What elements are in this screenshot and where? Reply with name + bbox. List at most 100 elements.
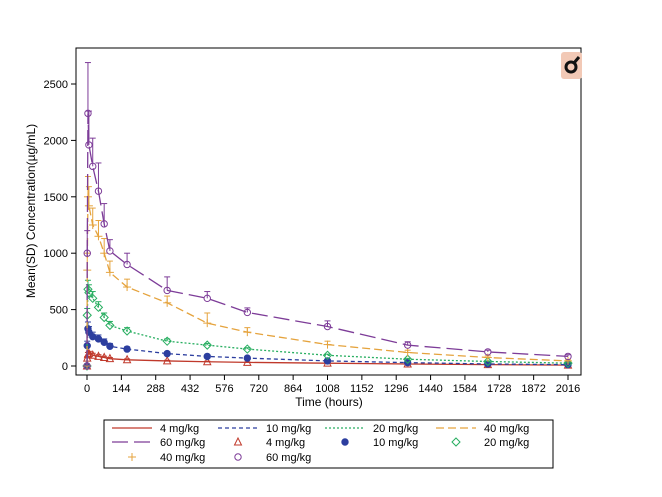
data-point: [94, 232, 103, 241]
legend-label: 10 mg/kg: [373, 437, 418, 449]
legend-item: 20 mg/kg: [325, 423, 418, 435]
series-60-mg-kg: [83, 62, 572, 370]
x-tick-label: 1008: [315, 383, 339, 395]
legend-label: 10 mg/kg: [266, 423, 311, 435]
data-point: [403, 348, 412, 357]
data-point: [85, 141, 93, 149]
legend-marker-swatch: [128, 453, 136, 461]
series-40-mg-kg: [83, 175, 572, 370]
data-point: [123, 345, 131, 353]
legend-item: 60 mg/kg: [234, 452, 311, 464]
data-point: [203, 319, 212, 328]
data-point: [99, 312, 109, 323]
legend-item: 10 mg/kg: [341, 437, 418, 449]
legend-label: 20 mg/kg: [484, 437, 529, 449]
legend-label: 20 mg/kg: [373, 423, 418, 435]
data-point: [163, 298, 172, 307]
data-point: [105, 353, 115, 363]
x-axis-title: Time (hours): [295, 395, 363, 409]
data-point: [100, 338, 108, 347]
data-point: [484, 348, 492, 356]
data-point: [323, 340, 332, 349]
legend-label: 60 mg/kg: [266, 452, 311, 464]
y-tick-label: 0: [62, 361, 68, 373]
series-line: [86, 113, 569, 367]
x-tick-label: 864: [284, 383, 302, 395]
data-point: [122, 326, 132, 336]
plot-frame: [75, 47, 582, 376]
legend-item: 40 mg/kg: [436, 423, 529, 435]
data-point: [88, 350, 98, 359]
data-point: [243, 357, 252, 366]
legend-marker-swatch: [233, 436, 243, 446]
x-tick-label: 1584: [453, 383, 477, 395]
x-tick-label: 1296: [384, 383, 408, 395]
legend-box: [103, 419, 554, 469]
data-point: [106, 247, 114, 255]
data-point: [84, 201, 93, 210]
data-point: [83, 362, 91, 370]
data-point: [322, 350, 333, 360]
legend-item: 20 mg/kg: [451, 437, 529, 449]
data-point: [88, 221, 97, 229]
x-tick-label: 1872: [521, 383, 545, 395]
y-axis-title: Mean(SD) Concentration(µg/mL): [24, 124, 38, 298]
y-tick-label: 2000: [44, 135, 68, 147]
legend-label: 40 mg/kg: [160, 452, 205, 464]
data-point: [163, 286, 171, 295]
legend-item: 10 mg/kg: [218, 423, 311, 435]
data-point: [83, 249, 91, 257]
legend-marker-swatch: [234, 453, 242, 461]
data-point: [563, 358, 573, 368]
data-point: [203, 352, 211, 361]
series-line: [86, 289, 569, 367]
data-point: [564, 356, 572, 365]
data-point: [122, 354, 132, 364]
data-point: [163, 349, 171, 358]
x-tick-label: 1728: [487, 383, 511, 395]
data-point: [83, 284, 93, 295]
data-point: [162, 336, 172, 346]
data-point: [323, 322, 332, 331]
y-axis: 0 500 1000 1500 2000 2500: [44, 79, 76, 373]
legend-item: 4 mg/kg: [112, 423, 199, 435]
x-tick-label: 144: [112, 383, 130, 395]
data-point: [100, 249, 109, 258]
data-point: [203, 294, 211, 303]
data-point: [100, 220, 108, 228]
data-point: [99, 352, 109, 362]
series-layer: [82, 62, 573, 371]
data-point: [84, 109, 92, 118]
x-axis: 0 144 288 432 576 720 864 1008 1152 1296 1440 1584 1…: [84, 375, 580, 395]
data-point: [123, 260, 131, 269]
y-tick-label: 1500: [44, 192, 68, 204]
x-tick-label: 576: [215, 383, 233, 395]
x-tick-label: 432: [181, 383, 199, 395]
data-point: [483, 356, 493, 367]
data-point: [243, 308, 252, 317]
x-tick-label: 2016: [556, 383, 580, 395]
data-point: [106, 342, 114, 350]
data-point: [89, 162, 97, 171]
legend-label: 4 mg/kg: [266, 437, 305, 449]
data-point: [123, 283, 132, 292]
data-point: [105, 320, 115, 331]
data-point: [323, 357, 332, 365]
data-point: [242, 344, 253, 354]
data-point: [94, 187, 103, 195]
data-point: [202, 356, 212, 366]
data-point: [202, 340, 212, 350]
data-point: [403, 341, 412, 349]
legend-item: 40 mg/kg: [128, 452, 205, 464]
y-tick-label: 500: [50, 305, 68, 317]
legend-label: 40 mg/kg: [484, 423, 529, 435]
legend-label: 60 mg/kg: [160, 437, 205, 449]
data-point: [243, 354, 252, 362]
data-point: [88, 293, 98, 304]
x-tick-label: 720: [250, 383, 268, 395]
legend-marker-swatch: [341, 438, 349, 446]
data-point: [93, 302, 104, 313]
series-20-mg-kg: [82, 279, 573, 371]
y-tick-label: 1000: [44, 248, 68, 260]
